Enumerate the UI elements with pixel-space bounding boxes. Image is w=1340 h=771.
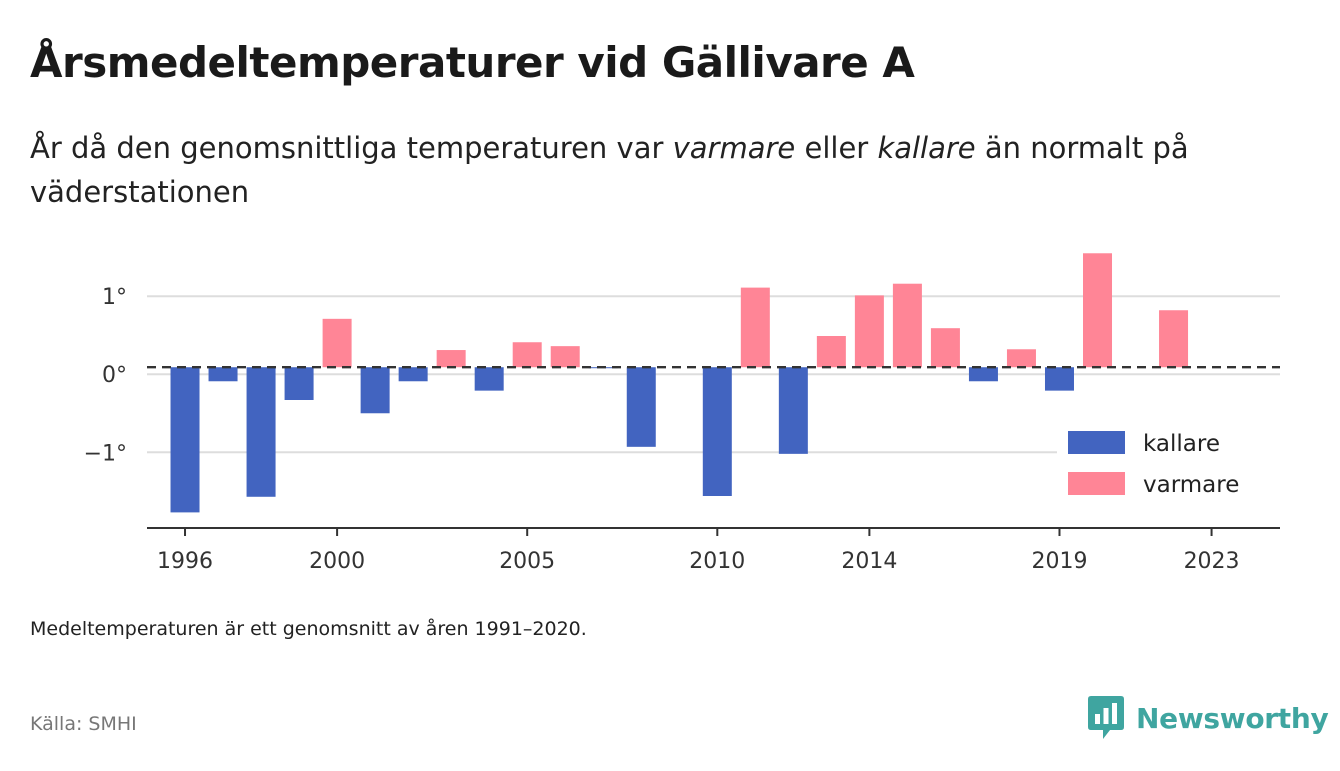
bar-2004 [474, 367, 504, 391]
bar-2020 [1083, 253, 1113, 368]
legend-label-varmare: varmare [1143, 472, 1239, 498]
bar-1997 [208, 367, 238, 382]
bar-2008 [626, 367, 656, 447]
bars [170, 253, 1189, 513]
bar-2022 [1159, 310, 1189, 368]
bar-2005 [512, 342, 542, 368]
temperature-bar-chart: 1996 2000 2005 2010 2014 2019 2023 −1° 0° 1° kal… [83, 253, 1285, 574]
x-tick-label: 2014 [841, 549, 897, 574]
legend-swatch-kallare [1068, 431, 1125, 454]
legend-label-kallare: kallare [1143, 431, 1220, 457]
x-tick-label: 2005 [499, 549, 555, 574]
newsworthy-logo-icon [1088, 696, 1124, 739]
bar-1996 [170, 367, 200, 513]
y-tick-label: 0° [102, 363, 127, 388]
bar-2015 [892, 283, 922, 368]
x-axis-ticks: 1996 2000 2005 2010 2014 2019 2023 [157, 528, 1240, 574]
bar-2014 [854, 295, 884, 368]
subtitle-part1: År då den genomsnittliga temperaturen va… [30, 131, 673, 165]
bar-2019 [1044, 367, 1074, 391]
bar-2006 [550, 346, 580, 368]
x-tick-label: 2000 [309, 549, 365, 574]
legend: kallare varmare [1057, 420, 1285, 508]
chart-note: Medeltemperaturen är ett genomsnitt av å… [30, 618, 587, 640]
subtitle-part3: än normalt på väderstationen [30, 131, 1189, 209]
bar-2010 [702, 367, 732, 496]
bar-2011 [740, 287, 770, 368]
chart-title: Årsmedeltemperaturer vid Gällivare A [30, 38, 915, 87]
subtitle-part2: eller [795, 131, 878, 165]
bar-2013 [816, 336, 846, 368]
bar-1999 [284, 367, 314, 400]
source-label: Källa: SMHI [30, 713, 137, 735]
bar-2016 [930, 328, 960, 368]
bar-2017 [968, 367, 998, 382]
x-tick-label: 2010 [689, 549, 745, 574]
y-tick-label: −1° [84, 441, 127, 466]
bar-1998 [246, 367, 276, 497]
subtitle-warmer-word: varmare [672, 131, 796, 165]
brand-logo: Newsworthy [1088, 696, 1329, 740]
brand-name: Newsworthy [1136, 701, 1329, 735]
legend-swatch-varmare [1068, 472, 1125, 495]
y-axis-ticks: −1° 0° 1° [84, 285, 127, 466]
y-tick-label: 1° [102, 285, 127, 310]
bar-2018 [1006, 349, 1036, 368]
chart-subtitle: År då den genomsnittliga temperaturen va… [30, 126, 1310, 214]
x-tick-label: 1996 [157, 549, 213, 574]
x-tick-label: 2023 [1184, 549, 1240, 574]
x-tick-label: 2019 [1031, 549, 1087, 574]
bar-2012 [778, 367, 808, 454]
subtitle-colder-word: kallare [877, 131, 976, 165]
bar-2000 [322, 318, 352, 368]
bar-2001 [360, 367, 390, 414]
bar-2002 [398, 367, 428, 382]
bar-2003 [436, 350, 466, 368]
